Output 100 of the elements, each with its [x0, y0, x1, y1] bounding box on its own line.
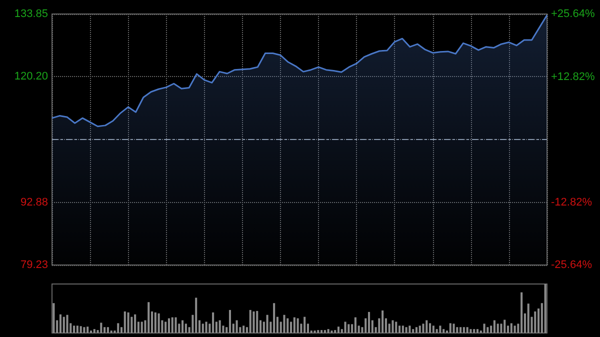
bar [127, 312, 130, 333]
bar [168, 318, 170, 333]
bar [429, 323, 432, 333]
bar [500, 324, 502, 333]
bar [395, 322, 398, 333]
bar [534, 311, 536, 333]
bar [449, 323, 452, 333]
bar [290, 322, 292, 333]
bar [66, 314, 68, 333]
bar [368, 312, 370, 333]
bar [392, 320, 394, 333]
bar [439, 326, 442, 333]
y-tick-label: 92.88 [20, 196, 48, 208]
bar [436, 329, 438, 333]
bar [62, 316, 65, 333]
bar [493, 320, 496, 333]
bar [432, 326, 434, 333]
bar [422, 324, 424, 333]
bar [202, 324, 204, 333]
bar [462, 327, 465, 333]
bar [154, 312, 156, 333]
bar [337, 326, 340, 333]
bar [402, 326, 404, 333]
bar [106, 327, 109, 333]
bar [510, 323, 512, 333]
bar [527, 304, 530, 333]
bar [496, 324, 499, 333]
bar [456, 327, 458, 333]
bar [212, 312, 214, 333]
bar [426, 320, 428, 333]
bar [415, 327, 418, 333]
y2-tick-label: -12.82% [551, 196, 592, 208]
bar [164, 322, 167, 333]
bar [174, 317, 177, 333]
bar [182, 320, 184, 333]
bar [327, 329, 330, 333]
bar [486, 327, 489, 333]
bar [266, 314, 268, 333]
bar [76, 326, 78, 333]
bar [470, 329, 472, 333]
bar [405, 327, 408, 333]
bar [124, 311, 126, 333]
bar [286, 318, 289, 333]
bar [86, 326, 89, 333]
bar [252, 311, 255, 333]
bar [228, 310, 232, 333]
bar [100, 322, 102, 333]
bar [117, 323, 120, 333]
bar [544, 284, 546, 333]
bar [93, 329, 96, 333]
bar [171, 317, 174, 333]
bar [320, 330, 323, 333]
bar [205, 322, 208, 333]
y-tick-label: 133.85 [14, 8, 48, 20]
bar [520, 292, 523, 333]
bar [304, 316, 306, 333]
bar [442, 329, 445, 333]
bar [324, 330, 326, 333]
bar [466, 327, 468, 333]
bar [83, 327, 86, 333]
bar [334, 330, 336, 333]
bar [418, 326, 421, 333]
bar [473, 329, 476, 333]
y-tick-label: 79.23 [20, 259, 48, 271]
bar [140, 322, 143, 333]
bar [80, 326, 82, 333]
bar [184, 324, 187, 333]
bar [412, 329, 414, 333]
bar [195, 298, 198, 333]
bar [134, 314, 136, 333]
bar [452, 324, 455, 333]
bar [249, 310, 252, 333]
bar [148, 302, 150, 333]
bar [158, 313, 160, 333]
y-tick-label: 120.20 [14, 70, 48, 83]
bar [348, 324, 350, 333]
bar [130, 316, 133, 333]
bar [476, 329, 479, 333]
bar [293, 317, 296, 333]
bar [52, 303, 55, 333]
bar [218, 320, 221, 333]
bar [398, 326, 401, 333]
y2-tick-label: -25.64% [551, 259, 592, 271]
y2-tick-label: +12.82% [551, 70, 595, 83]
bar [73, 326, 76, 333]
bar [382, 310, 384, 333]
bar [59, 314, 62, 333]
bar [504, 320, 506, 333]
bar [483, 324, 486, 333]
y2-tick-label: +25.64% [551, 8, 595, 20]
bar [408, 326, 411, 333]
bar [460, 327, 462, 333]
bar [296, 318, 299, 333]
bar [236, 320, 238, 333]
bar [354, 317, 356, 333]
bar [514, 326, 516, 333]
bar [256, 310, 258, 333]
bar [317, 330, 320, 333]
bar [344, 322, 346, 333]
bar [273, 303, 276, 333]
